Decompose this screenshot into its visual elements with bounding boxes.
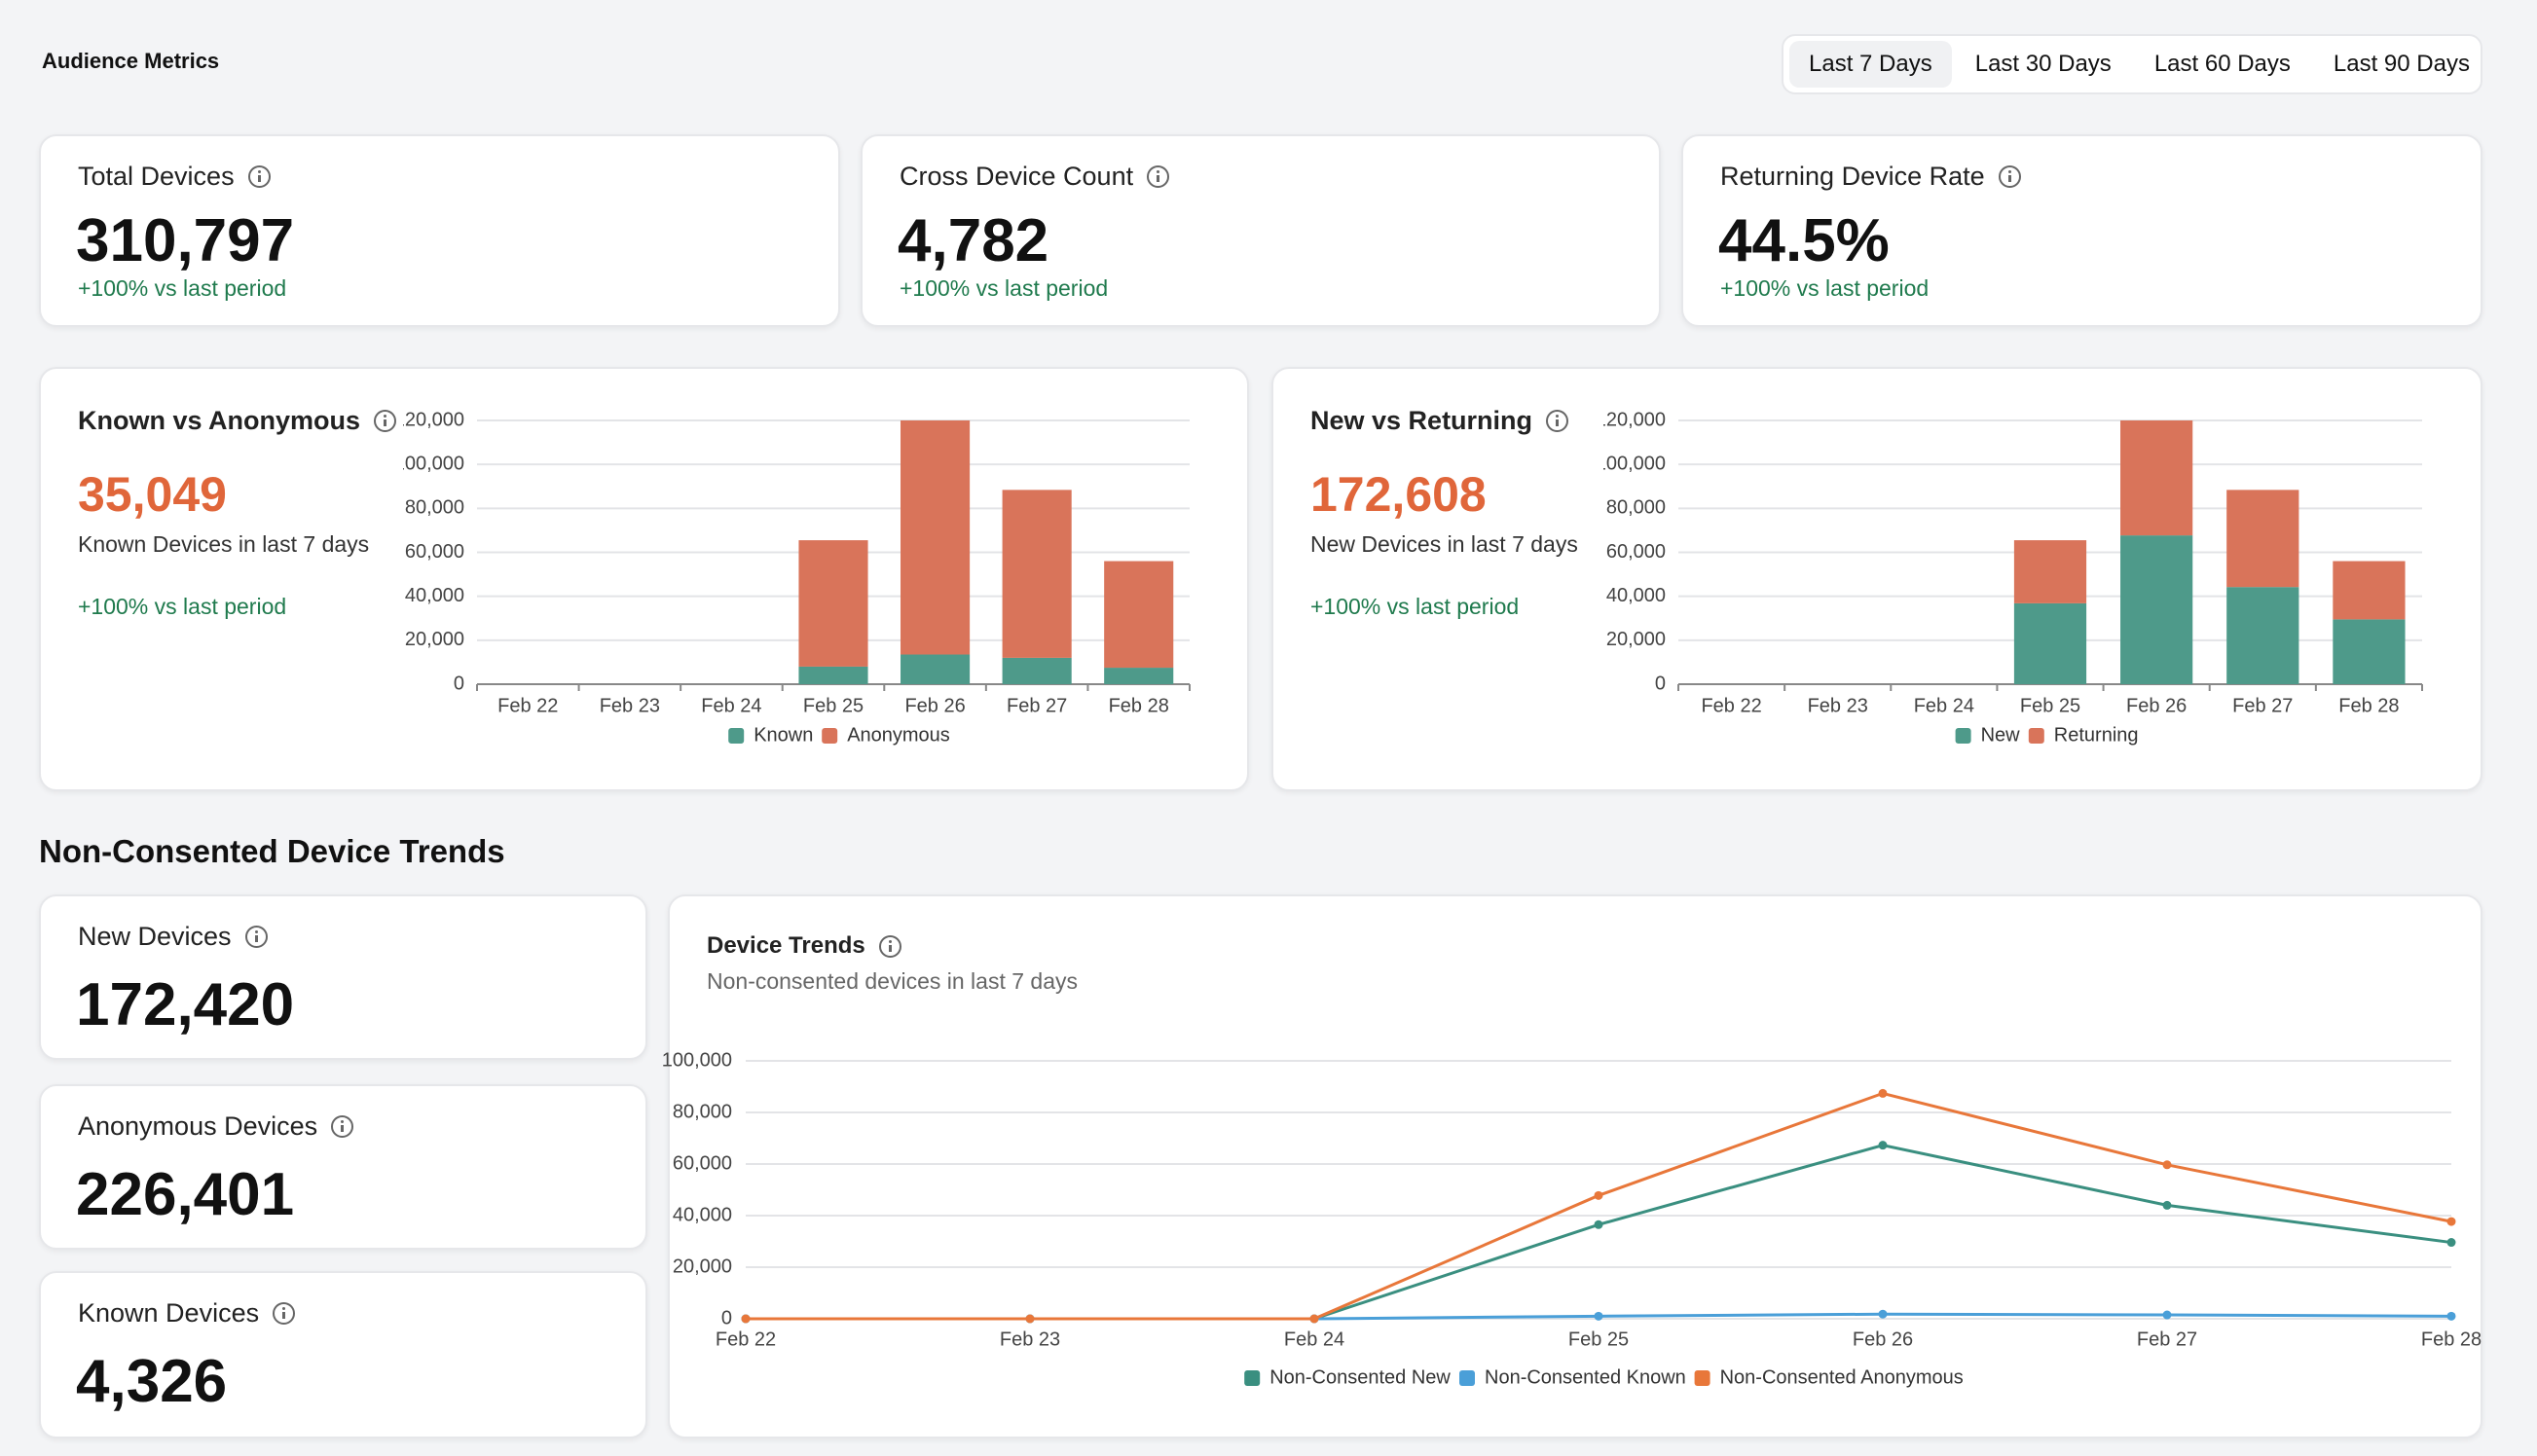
info-icon[interactable] bbox=[244, 926, 268, 948]
info-icon[interactable] bbox=[247, 165, 271, 188]
stat-label: Known Devices bbox=[78, 1298, 260, 1328]
info-icon[interactable] bbox=[1147, 165, 1170, 188]
kpi-card: Total Devices 310,797 +100% vs last peri… bbox=[39, 134, 840, 327]
kpi-value: 4,782 bbox=[898, 207, 1049, 274]
stat-label: Anonymous Devices bbox=[78, 1111, 318, 1141]
kpi-label: Returning Device Rate bbox=[1720, 162, 1985, 191]
range-selector: Last 7 Days Last 30 Days Last 60 Days La… bbox=[1782, 34, 2482, 94]
panel-change: +100% vs last period bbox=[78, 594, 287, 619]
stat-card: New Devices 172,420 bbox=[39, 894, 647, 1060]
panel-subtitle: Known Devices in last 7 days bbox=[78, 531, 370, 557]
stat-value: 172,420 bbox=[76, 971, 295, 1038]
panel-change: +100% vs last period bbox=[1310, 594, 1520, 619]
panel-subtitle: New Devices in last 7 days bbox=[1310, 531, 1578, 557]
range-button[interactable]: Last 60 Days bbox=[2153, 51, 2291, 77]
kpi-label: Cross Device Count bbox=[900, 162, 1134, 191]
kpi-label: Total Devices bbox=[78, 162, 235, 191]
panel-title: Known vs Anonymous bbox=[78, 406, 361, 435]
section-title: Non-Consented Device Trends bbox=[39, 833, 505, 869]
chart-title: Device Trends bbox=[707, 932, 865, 959]
stat-value: 226,401 bbox=[76, 1161, 295, 1228]
info-icon[interactable] bbox=[374, 410, 397, 432]
kpi-value: 310,797 bbox=[76, 207, 295, 274]
panel-value: 172,608 bbox=[1310, 467, 1487, 522]
kpi-card: Cross Device Count 4,782 +100% vs last p… bbox=[861, 134, 1661, 327]
stat-card: Anonymous Devices 226,401 bbox=[39, 1084, 647, 1250]
info-icon[interactable] bbox=[1998, 165, 2021, 188]
chart-card: New vs Returning 172,608 New Devices in … bbox=[1271, 367, 2482, 791]
info-icon[interactable] bbox=[273, 1302, 296, 1325]
chart-card: Device Trends Non-consented devices in l… bbox=[668, 894, 2482, 1438]
info-icon[interactable] bbox=[1546, 410, 1569, 432]
kpi-change: +100% vs last period bbox=[78, 275, 287, 301]
kpi-change: +100% vs last period bbox=[900, 275, 1109, 301]
kpi-card: Returning Device Rate 44.5% +100% vs las… bbox=[1681, 134, 2482, 327]
page-title: Audience Metrics bbox=[42, 49, 220, 73]
stat-value: 4,326 bbox=[76, 1348, 228, 1415]
panel-title: New vs Returning bbox=[1310, 406, 1533, 435]
range-button[interactable]: Last 7 Days bbox=[1789, 41, 1952, 88]
stat-label: New Devices bbox=[78, 922, 232, 951]
range-button[interactable]: Last 90 Days bbox=[2333, 51, 2470, 77]
range-button[interactable]: Last 30 Days bbox=[1974, 51, 2112, 77]
chart-card: Known vs Anonymous 35,049 Known Devices … bbox=[39, 367, 1249, 791]
panel-value: 35,049 bbox=[78, 467, 227, 522]
info-icon[interactable] bbox=[331, 1115, 354, 1138]
stat-card: Known Devices 4,326 bbox=[39, 1271, 647, 1438]
chart-subtitle: Non-consented devices in last 7 days bbox=[707, 968, 1078, 994]
kpi-value: 44.5% bbox=[1718, 207, 1890, 274]
info-icon[interactable] bbox=[878, 934, 901, 958]
kpi-change: +100% vs last period bbox=[1720, 275, 1930, 301]
